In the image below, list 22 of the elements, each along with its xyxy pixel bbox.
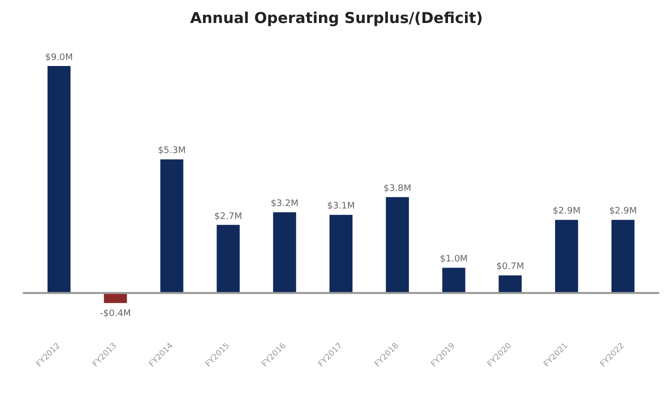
bar	[442, 268, 466, 294]
data-label: $2.7M	[214, 212, 242, 222]
data-label: $1.0M	[440, 254, 468, 265]
bar	[386, 197, 409, 294]
data-label: $5.3M	[158, 146, 186, 156]
bar	[48, 66, 71, 294]
chart-title: Annual Operating Surplus/(Deficit)	[190, 8, 483, 27]
bar	[611, 220, 634, 294]
data-label: $2.9M	[552, 206, 580, 217]
bar	[555, 220, 578, 294]
data-label: $2.9M	[609, 206, 637, 217]
bar	[273, 212, 296, 294]
bar	[160, 159, 184, 294]
data-label: $3.1M	[327, 202, 355, 212]
data-label: $3.2M	[270, 199, 299, 210]
data-label: -$0.4M	[100, 308, 131, 319]
data-label: $3.8M	[383, 184, 412, 194]
bar	[329, 214, 353, 294]
data-label: $9.0M	[45, 52, 73, 63]
bar	[498, 275, 522, 294]
data-label: $0.7M	[496, 262, 524, 272]
bar	[216, 224, 240, 294]
